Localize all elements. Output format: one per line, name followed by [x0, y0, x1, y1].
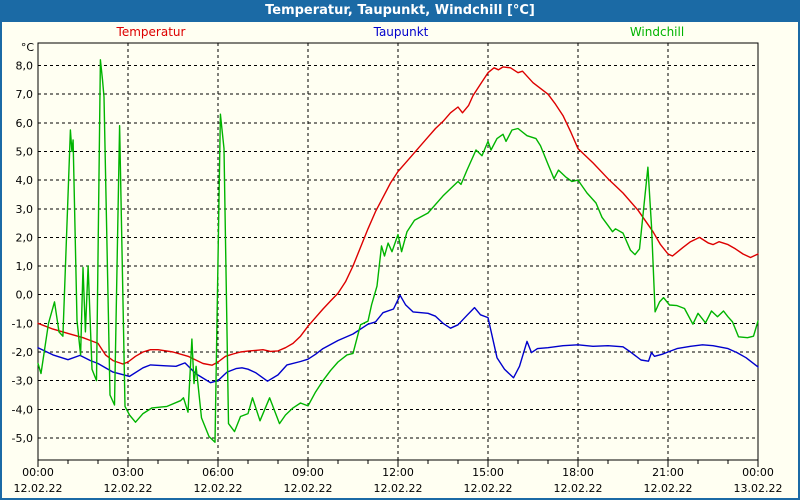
title-bar: Temperatur, Taupunkt, Windchill [°C]	[0, 0, 800, 22]
y-axis-unit-label: °C	[21, 41, 35, 54]
x-tick-date-label: 12.02.22	[104, 482, 153, 495]
y-tick-label: 0,0	[16, 289, 34, 302]
y-tick-label: 6,0	[16, 117, 34, 130]
x-tick-date-label: 12.02.22	[644, 482, 693, 495]
x-tick-date-label: 12.02.22	[14, 482, 63, 495]
y-tick-label: -2,0	[12, 346, 33, 359]
x-tick-time-label: 18:00	[562, 466, 594, 479]
y-tick-label: 3,0	[16, 203, 34, 216]
window-title: Temperatur, Taupunkt, Windchill [°C]	[265, 3, 535, 18]
legend-taupunkt-label: Taupunkt	[373, 25, 429, 39]
y-tick-label: -1,0	[12, 317, 33, 330]
x-tick-date-label: 12.02.22	[464, 482, 513, 495]
x-tick-time-label: 09:00	[292, 466, 324, 479]
plot-border	[37, 42, 759, 461]
y-tick-label: 1,0	[16, 260, 34, 273]
legend-windchill-label: Windchill	[629, 25, 685, 39]
x-tick-date-label: 13.02.22	[734, 482, 783, 495]
x-tick-time-label: 15:00	[472, 466, 504, 479]
y-tick-label: 4,0	[16, 174, 34, 187]
x-tick-date-label: 12.02.22	[554, 482, 603, 495]
x-tick-date-label: 12.02.22	[284, 482, 333, 495]
y-tick-label: 7,0	[16, 88, 34, 101]
x-tick-date-label: 12.02.22	[194, 482, 243, 495]
x-tick-time-label: 21:00	[652, 466, 684, 479]
y-tick-label: 5,0	[16, 145, 34, 158]
series-windchill-line	[37, 59, 759, 443]
y-tick-label: 8,0	[16, 60, 34, 73]
x-tick-time-label: 00:00	[22, 466, 54, 479]
y-tick-label: -4,0	[12, 403, 33, 416]
y-tick-label: 2,0	[16, 231, 34, 244]
y-tick-label: -3,0	[12, 375, 33, 388]
legend-temperatur-label: Temperatur	[116, 25, 186, 39]
x-tick-time-label: 12:00	[382, 466, 414, 479]
x-tick-time-label: 06:00	[202, 466, 234, 479]
series-temperatur-line	[37, 66, 759, 366]
y-tick-label: -5,0	[12, 432, 33, 445]
series-taupunkt-line	[37, 294, 759, 384]
x-tick-time-label: 03:00	[112, 466, 144, 479]
x-tick-date-label: 12.02.22	[374, 482, 423, 495]
x-tick-time-label: 00:00	[742, 466, 774, 479]
